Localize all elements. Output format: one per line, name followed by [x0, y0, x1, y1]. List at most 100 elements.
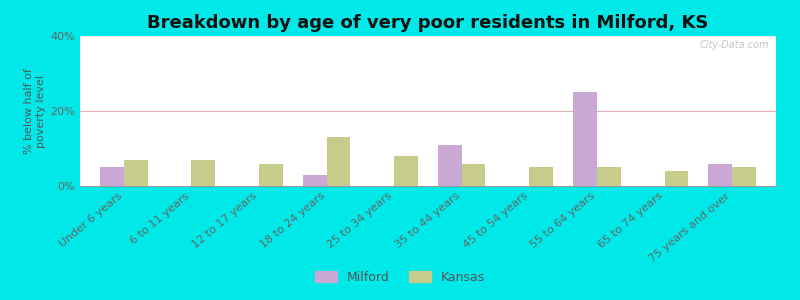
- Bar: [80, 37, 776, 38]
- Bar: [80, 37, 776, 38]
- Bar: [80, 37, 776, 38]
- Bar: [80, 36, 776, 37]
- Bar: [80, 36, 776, 37]
- Bar: [80, 36, 776, 37]
- Bar: [80, 36, 776, 37]
- Bar: [80, 36, 776, 37]
- Bar: [80, 37, 776, 38]
- Bar: [80, 36, 776, 37]
- Bar: [80, 37, 776, 38]
- Bar: [80, 36, 776, 37]
- Bar: [80, 36, 776, 37]
- Bar: [80, 36, 776, 37]
- Bar: [80, 36, 776, 37]
- Bar: [80, 36, 776, 37]
- Bar: [80, 37, 776, 38]
- Bar: [80, 36, 776, 37]
- Bar: [80, 36, 776, 37]
- Bar: [80, 36, 776, 37]
- Bar: [80, 37, 776, 38]
- Bar: [574, 92, 597, 186]
- Bar: [80, 36, 776, 37]
- Bar: [80, 36, 776, 37]
- Bar: [80, 36, 776, 37]
- Bar: [80, 36, 776, 37]
- Bar: [80, 37, 776, 38]
- Bar: [80, 36, 776, 37]
- Bar: [303, 175, 326, 186]
- Bar: [80, 36, 776, 37]
- Bar: [80, 37, 776, 38]
- Bar: [80, 37, 776, 38]
- Bar: [80, 36, 776, 37]
- Bar: [80, 36, 776, 37]
- Bar: [80, 36, 776, 37]
- Bar: [80, 37, 776, 38]
- Bar: [80, 37, 776, 38]
- Bar: [80, 37, 776, 38]
- Bar: [80, 36, 776, 37]
- Bar: [80, 37, 776, 38]
- Bar: [80, 36, 776, 37]
- Bar: [80, 36, 776, 37]
- Bar: [80, 36, 776, 37]
- Bar: [80, 36, 776, 37]
- Bar: [80, 36, 776, 37]
- Bar: [80, 37, 776, 38]
- Title: Breakdown by age of very poor residents in Milford, KS: Breakdown by age of very poor residents …: [147, 14, 709, 32]
- Bar: [665, 171, 688, 186]
- Bar: [80, 36, 776, 37]
- Bar: [80, 36, 776, 37]
- Bar: [80, 36, 776, 37]
- Bar: [80, 37, 776, 38]
- Bar: [80, 36, 776, 37]
- Bar: [80, 36, 776, 37]
- Bar: [80, 36, 776, 37]
- Bar: [80, 36, 776, 37]
- Bar: [80, 36, 776, 37]
- Bar: [80, 37, 776, 38]
- Bar: [80, 37, 776, 38]
- Bar: [80, 36, 776, 37]
- Bar: [80, 36, 776, 37]
- Bar: [80, 36, 776, 37]
- Bar: [80, 37, 776, 38]
- Bar: [80, 36, 776, 37]
- Bar: [80, 37, 776, 38]
- Bar: [80, 37, 776, 38]
- Bar: [80, 37, 776, 38]
- Bar: [80, 36, 776, 37]
- Bar: [80, 36, 776, 37]
- Bar: [80, 36, 776, 37]
- Bar: [80, 36, 776, 37]
- Bar: [80, 36, 776, 37]
- Bar: [80, 36, 776, 37]
- Bar: [80, 37, 776, 38]
- Bar: [80, 36, 776, 37]
- Bar: [80, 36, 776, 37]
- Bar: [80, 36, 776, 37]
- Bar: [80, 36, 776, 37]
- Bar: [80, 37, 776, 38]
- Bar: [732, 167, 756, 186]
- Bar: [80, 36, 776, 37]
- Bar: [80, 36, 776, 37]
- Bar: [80, 36, 776, 37]
- Bar: [80, 36, 776, 37]
- Bar: [80, 37, 776, 38]
- Bar: [80, 36, 776, 37]
- Bar: [80, 36, 776, 37]
- Bar: [80, 36, 776, 37]
- Bar: [80, 37, 776, 38]
- Bar: [80, 36, 776, 37]
- Bar: [80, 36, 776, 37]
- Bar: [80, 36, 776, 37]
- Bar: [80, 36, 776, 37]
- Bar: [80, 36, 776, 37]
- Bar: [394, 156, 418, 186]
- Bar: [80, 36, 776, 37]
- Bar: [80, 36, 776, 37]
- Bar: [80, 36, 776, 37]
- Text: City-Data.com: City-Data.com: [699, 40, 769, 50]
- Bar: [80, 36, 776, 37]
